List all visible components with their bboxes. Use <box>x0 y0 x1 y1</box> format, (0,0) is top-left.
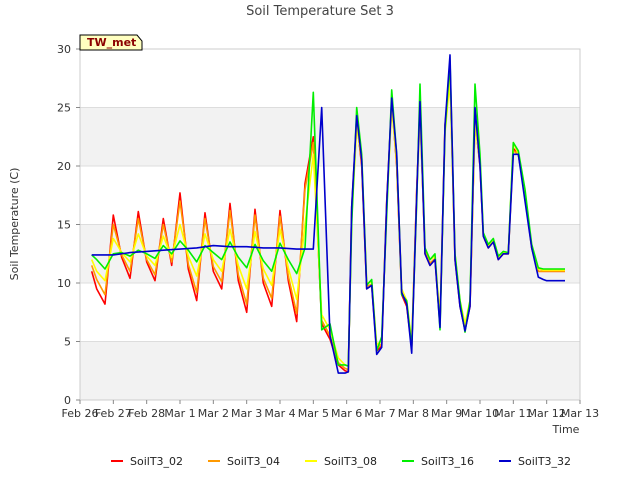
x-tick-label: Mar 2 <box>198 407 229 420</box>
x-tick-label: Mar 5 <box>298 407 329 420</box>
legend: SoilT3_02 SoilT3_04 SoilT3_08 SoilT3_16 Soil… <box>111 455 571 468</box>
x-tick-label: Mar 13 <box>561 407 599 420</box>
y-axis-label: Soil Temperature (C) <box>8 168 21 281</box>
legend-label: SoilT3_08 <box>324 455 377 468</box>
plot-band <box>80 341 580 400</box>
y-tick-label: 25 <box>57 102 71 115</box>
plot-band <box>80 49 580 108</box>
legend-label: SoilT3_02 <box>130 455 183 468</box>
x-tick-label: Mar 3 <box>231 407 262 420</box>
x-axis-label: Time <box>552 423 580 436</box>
badge-shape <box>79 34 143 51</box>
x-tick-label: Mar 9 <box>431 407 462 420</box>
x-tick-label: Feb 27 <box>95 407 132 420</box>
x-tick-label: Mar 7 <box>364 407 395 420</box>
series-line-soilt3-16 <box>91 59 565 367</box>
x-tick-label: Mar 6 <box>331 407 362 420</box>
x-tick-label: Feb 28 <box>128 407 165 420</box>
y-tick-label: 15 <box>57 219 71 232</box>
legend-label: SoilT3_16 <box>421 455 474 468</box>
x-tick-label: Mar 8 <box>398 407 429 420</box>
x-tick-label: Mar 12 <box>528 407 566 420</box>
series-line-soilt3-32 <box>91 54 565 374</box>
legend-label: SoilT3_32 <box>518 455 571 468</box>
plot-band <box>80 107 580 166</box>
y-tick-label: 10 <box>57 277 71 290</box>
station-badge: TW_met <box>79 34 143 51</box>
chart-title: Soil Temperature Set 3 <box>246 4 394 19</box>
y-tick-label: 0 <box>64 394 71 407</box>
x-tick-label: Mar 1 <box>164 407 195 420</box>
y-tick-label: 30 <box>57 43 71 56</box>
legend-label: SoilT3_04 <box>227 455 280 468</box>
x-tick-label: Mar 4 <box>264 407 295 420</box>
plot-band <box>80 166 580 225</box>
badge-label: TW_met <box>87 36 136 49</box>
x-tick-label: Mar 11 <box>494 407 532 420</box>
y-axis-ticks: 0 5 10 15 20 25 30 <box>57 43 80 407</box>
y-tick-label: 20 <box>57 160 71 173</box>
x-tick-label: Feb 26 <box>62 407 99 420</box>
y-tick-label: 5 <box>64 336 71 349</box>
series-layer <box>90 54 565 374</box>
x-tick-label: Mar 10 <box>461 407 499 420</box>
plot-background <box>80 49 580 400</box>
